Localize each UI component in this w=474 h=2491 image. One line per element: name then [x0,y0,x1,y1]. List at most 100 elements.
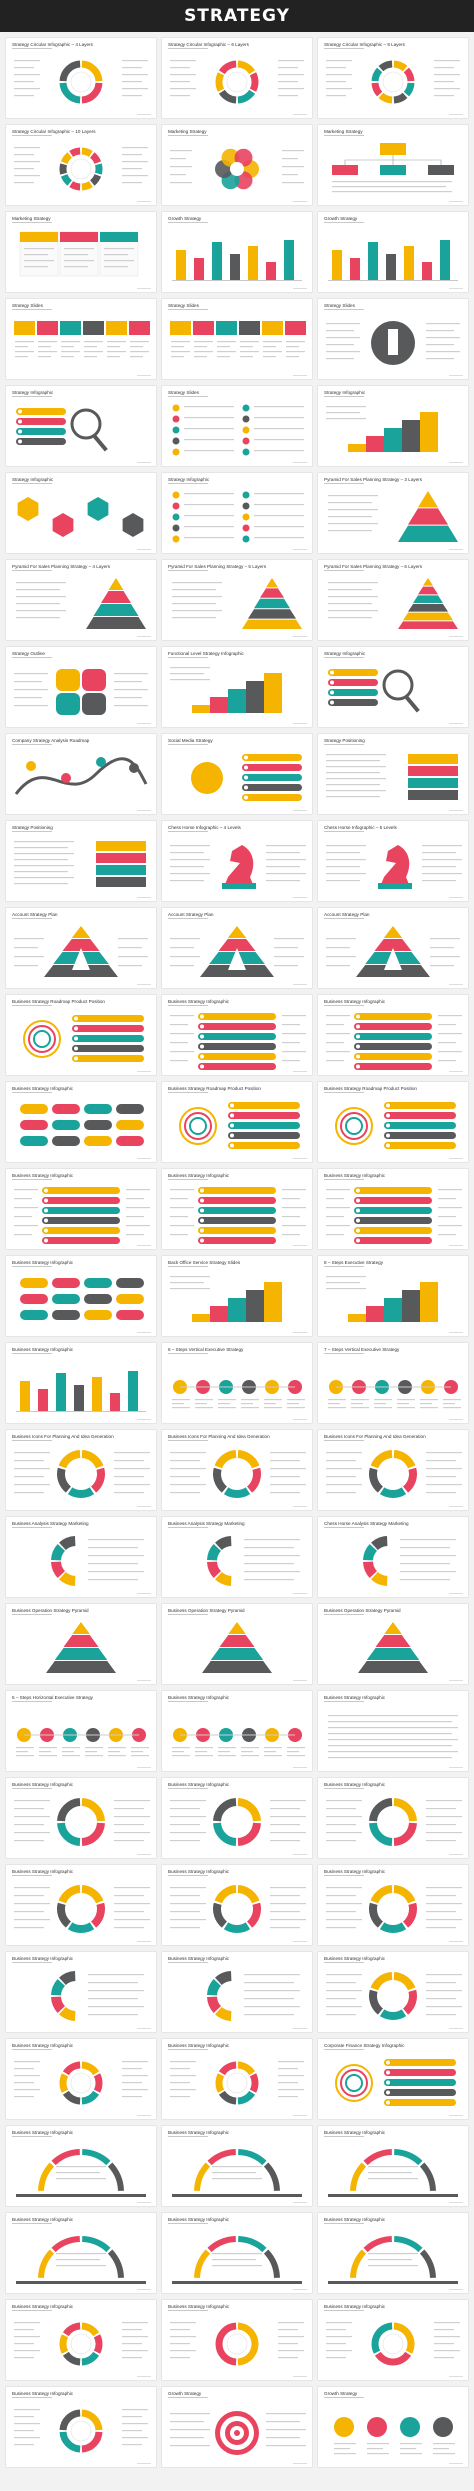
slide-graphic [14,1798,150,1846]
slide-title: Account Strategy Plan [168,912,214,917]
slide-title: Company Strategy Analysis Roadmap [12,738,90,743]
slide-footer-mark [293,1419,307,1420]
slide-footer-mark [449,114,463,115]
slide-footer-mark [137,1158,151,1159]
slide-thumbnail: Strategy Slides [162,386,312,466]
slide-footer-mark [293,897,307,898]
slide-footer-mark [449,810,463,811]
slide-graphic [328,2236,458,2284]
slide-subtitle-placeholder [168,1439,208,1441]
slide-graphic [51,1971,144,2021]
slide-title: Business Strategy Infographic [12,1260,74,1265]
slide-graphic [328,669,420,713]
slide-subtitle-placeholder [12,482,52,484]
slide-thumbnail: Business Strategy Infographic [6,2039,156,2119]
slide-title: Business Icons For Planning And Idea Gen… [168,1434,270,1439]
slide-subtitle-placeholder [12,1178,52,1180]
slide-subtitle-placeholder [324,2309,364,2311]
slide-footer-mark [293,462,307,463]
slide-footer-mark [449,1854,463,1855]
slide-title: Business Strategy Infographic [168,1782,230,1787]
slide-graphic [170,1276,282,1322]
slide-graphic [16,408,108,452]
slide-footer-mark [293,288,307,289]
slide-graphic [14,60,148,104]
slide-title: Strategy Outline [12,651,45,656]
slide-footer-mark [293,984,307,985]
slide-subtitle-placeholder [12,1004,52,1006]
slide-subtitle-placeholder [324,1700,364,1702]
slide-footer-mark [293,549,307,550]
slide-subtitle-placeholder [12,1265,52,1267]
slide-thumbnail: Business Strategy Infographic [6,1256,156,1336]
slide-title: Strategy Slides [168,390,199,395]
slide-title: Growth Strategy [168,2391,202,2396]
slide-subtitle-placeholder [324,134,364,136]
slide-graphic [326,926,460,977]
slide-thumbnail: Business Strategy Infographic [6,2387,156,2467]
slide-footer-mark [293,1158,307,1159]
slide-title: Business Strategy Infographic [324,1956,386,1961]
slide-footer-mark [449,1245,463,1246]
slide-thumbnail: Business Operation Strategy Pyramid [6,1604,156,1684]
slide-thumbnail: Growth Strategy [318,212,468,292]
slide-thumbnail: Strategy Infographic [6,386,156,466]
slide-footer-mark [137,1506,151,1507]
slide-graphic [332,143,454,193]
slide-subtitle-placeholder [168,1178,208,1180]
slide-graphic [16,1371,146,1412]
slide-thumbnail: Corporate Finance Strategy Infographic [318,2039,468,2119]
slide-subtitle-placeholder [168,830,208,832]
slide-thumbnail: Business Strategy Infographic [6,1952,156,2032]
slide-graphic [20,1278,144,1320]
slide-footer-mark [137,2202,151,2203]
slide-title: Strategy Positioning [12,825,53,830]
slide-thumbnail: Strategy Circular Infographic – 10 Layer… [6,125,156,205]
slide-subtitle-placeholder [12,2048,52,2050]
slide-subtitle-placeholder [12,2309,52,2311]
slide-footer-mark [137,1419,151,1420]
slide-subtitle-placeholder [12,917,52,919]
slide-title: 5 – Steps Horizontal Executive Strategy [12,1695,93,1700]
slide-title: Strategy Positioning [324,738,365,743]
slide-title: Business Strategy Infographic [324,1173,386,1178]
slide-graphic [14,147,148,191]
slide-graphic [170,845,306,889]
slide-footer-mark [449,2028,463,2029]
slide-footer-mark [449,2202,463,2203]
slide-thumbnail: Chess Horse Infographic – 5 Levels [318,821,468,901]
slide-footer-mark [137,1767,151,1768]
slide-footer-mark [449,1506,463,1507]
slide-subtitle-placeholder [168,2048,208,2050]
slide-graphic [14,2061,148,2105]
slide-subtitle-placeholder [12,1352,52,1354]
slide-title: Social Media Strategy [168,738,213,743]
slide-thumbnail: Strategy Circular Infographic – 6 Layers [162,38,312,118]
slide-footer-mark [293,201,307,202]
slide-footer-mark [293,2289,307,2290]
slide-footer-mark [293,375,307,376]
slide-title: Business Strategy Infographic [12,1869,74,1874]
slide-thumbnail: Business Strategy Infographic [6,1082,156,1162]
slide-footer-mark [449,2115,463,2116]
slide-footer-mark [449,2376,463,2377]
slide-graphic [328,1380,461,1409]
slide-title: Business Strategy Infographic [12,2043,74,2048]
slide-footer-mark [137,1680,151,1681]
slide-footer-mark [449,1419,463,1420]
slide-footer-mark [293,636,307,637]
slide-subtitle-placeholder [324,47,364,49]
slide-footer-mark [137,1593,151,1594]
slide-graphic [328,491,458,542]
slide-subtitle-placeholder [168,1265,208,1267]
slide-title: Strategy Circular Infographic – 4 Layers [12,42,93,47]
slide-title: Account Strategy Plan [12,912,58,917]
slide-graphic [170,1798,306,1846]
slide-thumbnail: Business Strategy Infographic [318,1691,468,1771]
slide-grid: Strategy Circular Infographic – 4 Layers… [0,32,474,2467]
slide-thumbnail: Marketing Strategy [6,212,156,292]
slide-thumbnail: Business Strategy Roadmap Product Positi… [162,1082,312,1162]
slide-title: Back Office Service Strategy Slides [168,1260,241,1265]
slide-thumbnail: Business Strategy Infographic [162,1691,312,1771]
slide-graphic [326,60,460,104]
